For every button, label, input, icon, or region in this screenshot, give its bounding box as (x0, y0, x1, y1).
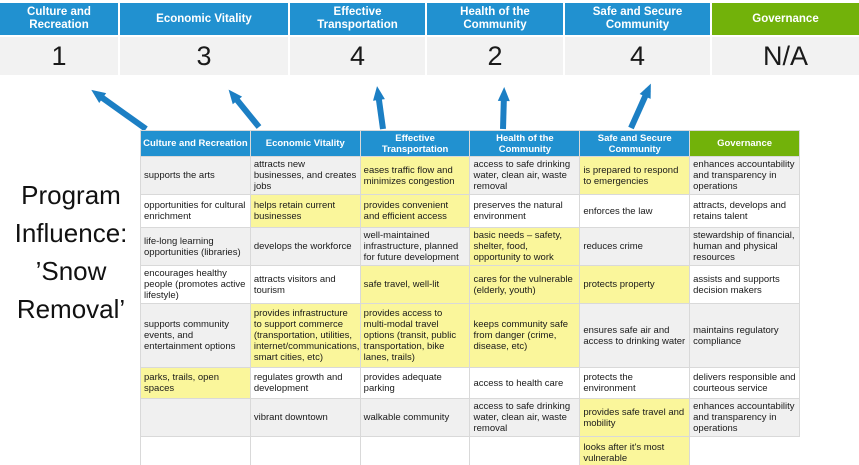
matrix-cell-r5-c6: maintains regulatory compliance (689, 303, 800, 368)
matrix-cell-r2-c1: opportunities for cultural enrichment (140, 194, 251, 228)
matrix-cell-r6-c4: access to health care (469, 367, 581, 399)
influence-arrows (91, 83, 651, 132)
matrix-header-health-of-the-community: Health of the Community (469, 130, 581, 157)
matrix-cell-r4-c5: protects property (579, 265, 691, 304)
matrix-cell-r6-c5: protects the environment (579, 367, 691, 399)
score-label-safe-and-secure-community: Safe and Secure Community (565, 3, 710, 35)
matrix-cell-r4-c2: attracts visitors and tourism (249, 265, 361, 304)
score-band: Culture and Recreation Economic Vitality E… (0, 3, 859, 75)
influence-arrow-5 (628, 83, 651, 130)
matrix-cell-r8-c2 (249, 436, 361, 465)
matrix-row-8: looks after it's most vulnerable (140, 436, 800, 465)
influence-arrow-1 (91, 89, 148, 132)
matrix-cell-r3-c4: basic needs – safety, shelter, food, opp… (469, 227, 581, 266)
matrix-cell-r1-c3: eases traffic flow and minimizes congest… (359, 156, 471, 195)
score-value-effective-transportation: 4 (290, 37, 425, 75)
matrix-cell-r7-c6: enhances accountability and transparency… (689, 398, 800, 437)
matrix-header-economic-vitality: Economic Vitality (249, 130, 361, 157)
matrix-header-governance: Governance (689, 130, 800, 157)
score-label-health-of-the-community: Health of the Community (427, 3, 563, 35)
matrix-cell-r5-c1: supports community events, and entertain… (140, 303, 251, 368)
matrix-row-6: parks, trails, open spaces regulates grow… (140, 367, 800, 399)
matrix-cell-r8-c3 (359, 436, 471, 465)
matrix-cell-r6-c6: delivers responsible and courteous servi… (689, 367, 800, 399)
matrix-header-row: Culture and Recreation Economic Vitality E… (140, 130, 800, 157)
matrix-cell-r5-c3: provides access to multi-modal travel op… (359, 303, 471, 368)
matrix-cell-r4-c6: assists and supports decision makers (689, 265, 800, 304)
matrix-cell-r1-c5: is prepared to respond to emergencies (579, 156, 691, 195)
program-influence-title: Program Influence: ’Snow Removal’ (14, 180, 128, 324)
matrix-row-1: supports the arts attracts new businesses… (140, 156, 800, 195)
matrix-cell-r7-c4: access to safe drinking water, clean air… (469, 398, 581, 437)
matrix-cell-r8-c1 (140, 436, 251, 465)
matrix-row-3: life-long learning opportunities (librar… (140, 227, 800, 266)
matrix-cell-r5-c4: keeps community safe from danger (crime,… (469, 303, 581, 368)
matrix-cell-r5-c5: ensures safe air and access to drinking … (579, 303, 691, 368)
matrix-cell-r8-c4 (469, 436, 581, 465)
matrix-cell-r2-c5: enforces the law (579, 194, 691, 228)
matrix-cell-r3-c3: well-maintained infrastructure, planned … (359, 227, 471, 266)
influence-arrow-2 (228, 89, 262, 129)
matrix-cell-r7-c2: vibrant downtown (249, 398, 361, 437)
matrix-cell-r6-c2: regulates growth and development (249, 367, 361, 399)
matrix-cell-r4-c4: cares for the vulnerable (elderly, youth… (469, 265, 581, 304)
matrix-cell-r3-c5: reduces crime (579, 227, 691, 266)
score-value-health-of-the-community: 2 (427, 37, 563, 75)
matrix-header-safe-and-secure-community: Safe and Secure Community (579, 130, 691, 157)
matrix-cell-r7-c5: provides safe travel and mobility (579, 398, 691, 437)
matrix-cell-r2-c3: provides convenient and efficient access (359, 194, 471, 228)
matrix-cell-r5-c2: provides infrastructure to support comme… (249, 303, 361, 368)
score-band-labels: Culture and Recreation Economic Vitality E… (0, 3, 859, 35)
matrix-cell-r7-c1 (140, 398, 251, 437)
matrix-cell-r2-c4: preserves the natural environment (469, 194, 581, 228)
matrix-cell-r6-c1: parks, trails, open spaces (140, 367, 251, 399)
matrix-header-culture-and-recreation: Culture and Recreation (140, 130, 251, 157)
matrix-cell-r4-c1: encourages healthy people (promotes acti… (140, 265, 251, 304)
matrix-cell-r3-c6: stewardship of financial, human and phys… (689, 227, 800, 266)
matrix-cell-r8-c6 (689, 436, 800, 465)
matrix-cell-r6-c3: provides adequate parking (359, 367, 471, 399)
matrix-cell-r2-c2: helps retain current businesses (249, 194, 361, 228)
matrix-cell-r4-c3: safe travel, well-lit (359, 265, 471, 304)
score-label-economic-vitality: Economic Vitality (120, 3, 288, 35)
score-value-safe-and-secure-community: 4 (565, 37, 710, 75)
matrix-row-2: opportunities for cultural enrichment hel… (140, 194, 800, 228)
matrix-row-7: vibrant downtown walkable community access… (140, 398, 800, 437)
matrix-row-5: supports community events, and entertain… (140, 303, 800, 368)
score-label-governance: Governance (712, 3, 859, 35)
score-label-effective-transportation: Effective Transportation (290, 3, 425, 35)
matrix-header-effective-transportation: Effective Transportation (359, 130, 471, 157)
matrix-cell-r2-c6: attracts, develops and retains talent (689, 194, 800, 228)
matrix-cell-r1-c4: access to safe drinking water, clean air… (469, 156, 581, 195)
matrix-cell-r7-c3: walkable community (359, 398, 471, 437)
score-value-culture-and-recreation: 1 (0, 37, 118, 75)
score-value-economic-vitality: 3 (120, 37, 288, 75)
matrix-cell-r1-c2: attracts new businesses, and creates job… (249, 156, 361, 195)
matrix-row-4: encourages healthy people (promotes acti… (140, 265, 800, 304)
matrix-cell-r1-c1: supports the arts (140, 156, 251, 195)
score-band-values: 1 3 4 2 4 N/A (0, 37, 859, 75)
influence-arrow-3 (373, 86, 386, 130)
community-outcomes-matrix: Culture and Recreation Economic Vitality E… (140, 130, 800, 465)
matrix-cell-r3-c2: develops the workforce (249, 227, 361, 266)
matrix-cell-r1-c6: enhances accountability and transparency… (689, 156, 800, 195)
score-label-culture-and-recreation: Culture and Recreation (0, 3, 118, 35)
score-value-governance: N/A (712, 37, 859, 75)
matrix-cell-r8-c5: looks after it's most vulnerable (579, 436, 691, 465)
influence-arrow-4 (497, 87, 510, 130)
matrix-cell-r3-c1: life-long learning opportunities (librar… (140, 227, 251, 266)
